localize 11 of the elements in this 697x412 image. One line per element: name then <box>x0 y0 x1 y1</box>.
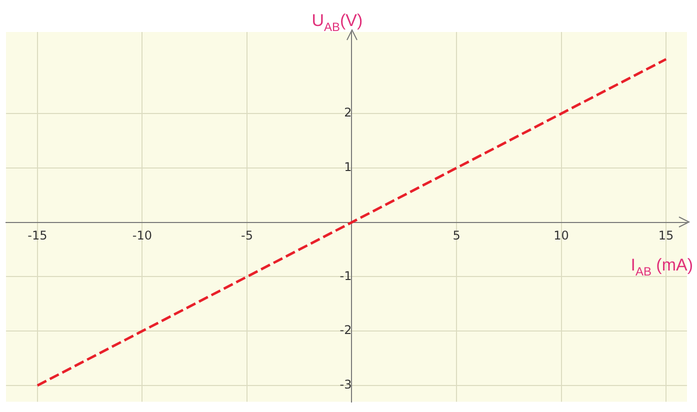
y-tick-label: 1 <box>344 160 352 174</box>
x-tick-label: 5 <box>452 228 460 243</box>
y-tick-label: -2 <box>340 323 352 338</box>
x-tick-label: 10 <box>554 228 569 243</box>
x-tick-label: -5 <box>240 228 253 243</box>
y-tick-label: -3 <box>340 378 352 392</box>
y-tick-label: -1 <box>340 268 352 283</box>
y-tick-label: 2 <box>344 106 352 120</box>
x-tick-label: 15 <box>658 228 674 243</box>
x-tick-label: -10 <box>132 228 152 243</box>
x-tick-label: -15 <box>28 228 48 243</box>
